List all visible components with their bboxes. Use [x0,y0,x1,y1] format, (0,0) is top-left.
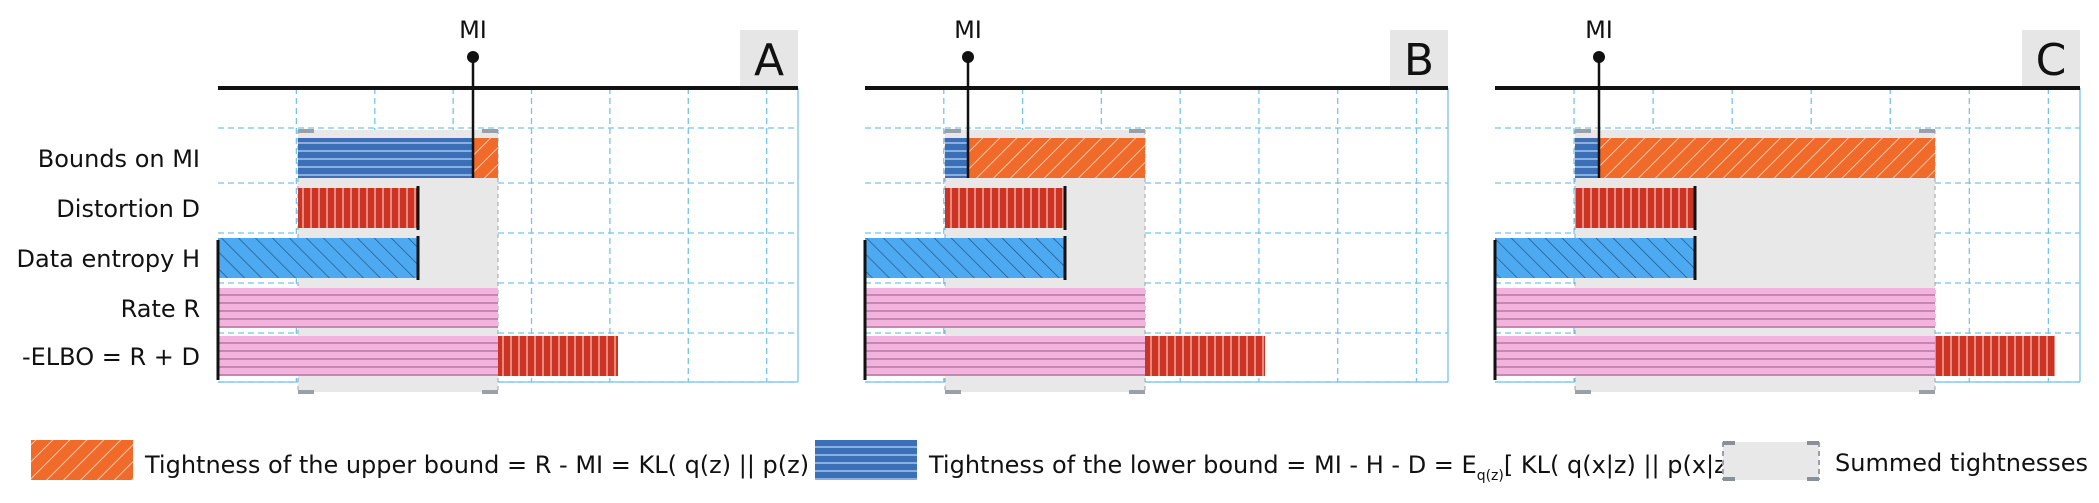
bar-data-entropy [865,238,1065,278]
bar-upper-tightness [968,138,1145,178]
bar-distortion [1575,188,1695,228]
bar-elbo-distortion-part [1145,336,1265,376]
bar-rate [1495,288,1935,328]
bar-elbo-rate-part [865,336,1145,376]
legend-summed-text: Summed tightnesses [1835,449,2088,477]
bar-lower-tightness [945,138,968,178]
row-label: Distortion D [56,195,200,223]
panel-letter: B [1404,35,1434,86]
legend-lower-prefix: Tightness of the lower bound = MI - H - … [928,451,1477,479]
row-label: Rate R [121,295,200,323]
bar-distortion [945,188,1065,228]
bar-rate [865,288,1145,328]
bar-elbo-rate-part [218,336,498,376]
legend-summed-swatch [1723,442,1819,480]
row-label: Bounds on MI [38,145,200,173]
mi-marker-dot [467,51,479,63]
bar-elbo-distortion-part [1935,336,2055,376]
bar-data-entropy [1495,238,1695,278]
legend: Tightness of the upper bound = R - MI = … [31,440,2088,484]
legend-upper-text: Tightness of the upper bound = R - MI = … [144,451,826,479]
legend-lower-swatch [815,440,917,480]
row-label: Data entropy H [17,245,200,273]
mi-marker-dot [962,51,974,63]
mi-label: MI [1585,16,1613,44]
bar-lower-tightness [298,138,473,178]
legend-lower-text: Tightness of the lower bound = MI - H - … [928,451,1770,484]
row-label: -ELBO = R + D [22,343,200,371]
bar-data-entropy [218,238,418,278]
panel-letter: A [754,35,784,86]
bar-rate [218,288,498,328]
panel-a: MI A Bounds on MI Distortion D Data entropy … [17,16,798,392]
bar-upper-tightness [473,138,498,178]
panel-letter: C [2036,35,2067,86]
legend-upper-swatch [31,440,133,480]
mi-label: MI [954,16,982,44]
bar-elbo-rate-part [1495,336,1935,376]
legend-lower-sub: q(z) [1477,468,1504,484]
mi-label: MI [459,16,487,44]
bar-elbo-distortion-part [498,336,618,376]
panel-c: MI C [1495,16,2080,392]
bar-lower-tightness [1575,138,1599,178]
bar-distortion [298,188,418,228]
bar-upper-tightness [1599,138,1935,178]
mi-marker-dot [1593,51,1605,63]
panel-b: MI B [865,16,1448,392]
